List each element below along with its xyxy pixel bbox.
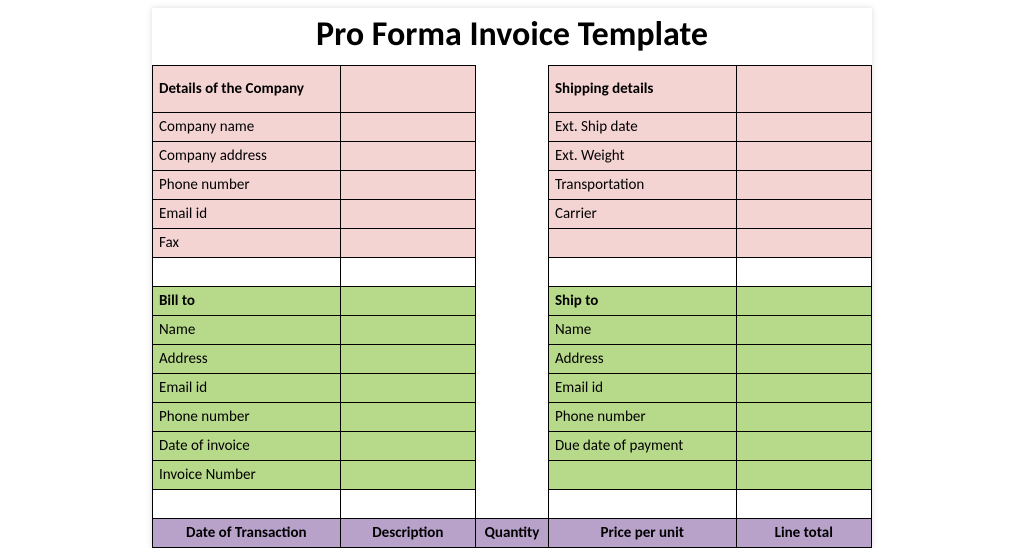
phone-value[interactable] (340, 171, 475, 200)
empty-cell (340, 287, 475, 316)
due-date-label: Due date of payment (548, 432, 736, 461)
invoice-date-label: Date of invoice (153, 432, 341, 461)
transport-label: Transportation (548, 171, 736, 200)
empty-cell (736, 287, 871, 316)
shipto-header: Ship to (548, 287, 736, 316)
invoice-sheet: Pro Forma Invoice Template Details of th… (152, 8, 872, 548)
shipto-email-label: Email id (548, 374, 736, 403)
empty-cell (736, 229, 871, 258)
billto-phone-value[interactable] (340, 403, 475, 432)
line-items-header-row: Date of Transaction Description Quantity… (153, 519, 872, 548)
empty-cell (340, 66, 475, 113)
col-date-transaction: Date of Transaction (153, 519, 341, 548)
carrier-value[interactable] (736, 200, 871, 229)
pink-header-row: Details of the Company Shipping details (153, 66, 872, 113)
phone-label: Phone number (153, 171, 341, 200)
spacer-cell (153, 490, 341, 519)
shipto-name-value[interactable] (736, 316, 871, 345)
fax-value[interactable] (340, 229, 475, 258)
col-price-per-unit: Price per unit (548, 519, 736, 548)
billto-phone-label: Phone number (153, 403, 341, 432)
gap-col (476, 66, 549, 287)
green-header-row: Bill to Ship to (153, 287, 872, 316)
company-name-value[interactable] (340, 113, 475, 142)
shipto-phone-label: Phone number (548, 403, 736, 432)
empty-cell (548, 229, 736, 258)
company-name-label: Company name (153, 113, 341, 142)
invoice-date-value[interactable] (340, 432, 475, 461)
billto-header: Bill to (153, 287, 341, 316)
shipto-address-value[interactable] (736, 345, 871, 374)
billto-name-label: Name (153, 316, 341, 345)
company-address-value[interactable] (340, 142, 475, 171)
col-line-total: Line total (736, 519, 871, 548)
col-description: Description (340, 519, 475, 548)
email-value[interactable] (340, 200, 475, 229)
spacer-cell (340, 490, 475, 519)
company-details-header: Details of the Company (153, 66, 341, 113)
invoice-table: Details of the Company Shipping details … (152, 65, 872, 548)
shipto-address-label: Address (548, 345, 736, 374)
due-date-value[interactable] (736, 432, 871, 461)
ship-date-label: Ext. Ship date (548, 113, 736, 142)
shipto-phone-value[interactable] (736, 403, 871, 432)
carrier-label: Carrier (548, 200, 736, 229)
spacer-cell (340, 258, 475, 287)
shipto-email-value[interactable] (736, 374, 871, 403)
empty-cell (736, 461, 871, 490)
col-quantity: Quantity (476, 519, 549, 548)
company-address-label: Company address (153, 142, 341, 171)
spacer-cell (548, 490, 736, 519)
invoice-number-value[interactable] (340, 461, 475, 490)
spacer-cell (548, 258, 736, 287)
spacer-cell (736, 490, 871, 519)
billto-name-value[interactable] (340, 316, 475, 345)
invoice-number-label: Invoice Number (153, 461, 341, 490)
billto-email-value[interactable] (340, 374, 475, 403)
billto-address-value[interactable] (340, 345, 475, 374)
fax-label: Fax (153, 229, 341, 258)
shipping-details-header: Shipping details (548, 66, 736, 113)
empty-cell (548, 461, 736, 490)
shipto-name-label: Name (548, 316, 736, 345)
weight-value[interactable] (736, 142, 871, 171)
billto-address-label: Address (153, 345, 341, 374)
email-label: Email id (153, 200, 341, 229)
spacer-cell (736, 258, 871, 287)
page-title: Pro Forma Invoice Template (152, 8, 872, 65)
ship-date-value[interactable] (736, 113, 871, 142)
gap-col (476, 287, 549, 519)
weight-label: Ext. Weight (548, 142, 736, 171)
transport-value[interactable] (736, 171, 871, 200)
billto-email-label: Email id (153, 374, 341, 403)
empty-cell (736, 66, 871, 113)
spacer-cell (153, 258, 341, 287)
